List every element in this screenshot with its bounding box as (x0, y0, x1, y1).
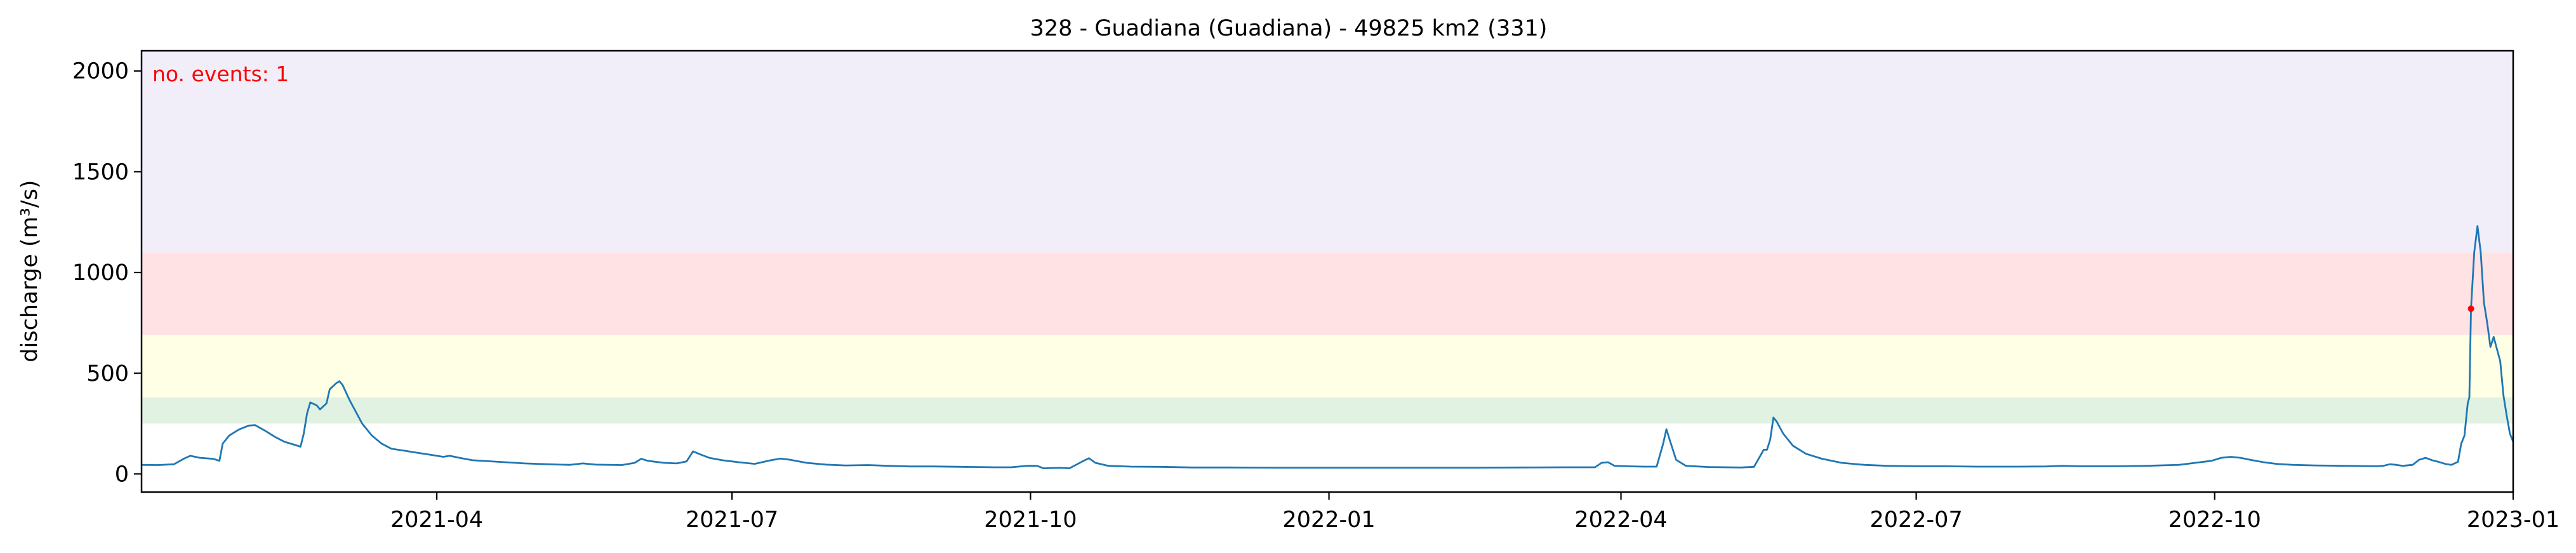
x-tick-label: 2021-10 (984, 507, 1077, 533)
x-tick-label: 2023-01 (2467, 507, 2559, 533)
threshold-bands (142, 51, 2513, 424)
y-tick-label: 0 (115, 462, 129, 487)
event-markers (2467, 305, 2474, 312)
x-tick-label: 2022-01 (1282, 507, 1375, 533)
threshold-band-2 (142, 335, 2513, 397)
y-tick-label: 500 (86, 361, 129, 387)
x-tick-label: 2022-07 (1869, 507, 1962, 533)
chart-title: 328 - Guadiana (Guadiana) - 49825 km2 (3… (1030, 16, 1548, 41)
x-tick-label: 2021-04 (390, 507, 483, 533)
threshold-band-1 (142, 397, 2513, 424)
axes-frame (140, 50, 2514, 493)
series-layer (141, 225, 2514, 469)
event-count-annotation: no. events: 1 (152, 62, 289, 86)
series-line-discharge (141, 225, 2514, 469)
event-marker (2467, 305, 2474, 312)
y-axis-label: discharge (m³/s) (17, 180, 43, 362)
y-axis: 0 500 1000 1500 2000 (72, 59, 142, 487)
threshold-band-4 (142, 51, 2513, 253)
x-axis: 2021-04 2021-07 2021-10 2022-01 2022-04 2022-… (390, 492, 2559, 533)
y-tick-label: 1500 (72, 159, 129, 185)
y-tick-label: 2000 (72, 59, 129, 84)
x-tick-label: 2022-04 (1574, 507, 1667, 533)
x-tick-label: 2021-07 (686, 507, 778, 533)
x-tick-label: 2022-10 (2168, 507, 2261, 533)
threshold-band-3 (142, 252, 2513, 335)
y-tick-label: 1000 (72, 260, 129, 286)
